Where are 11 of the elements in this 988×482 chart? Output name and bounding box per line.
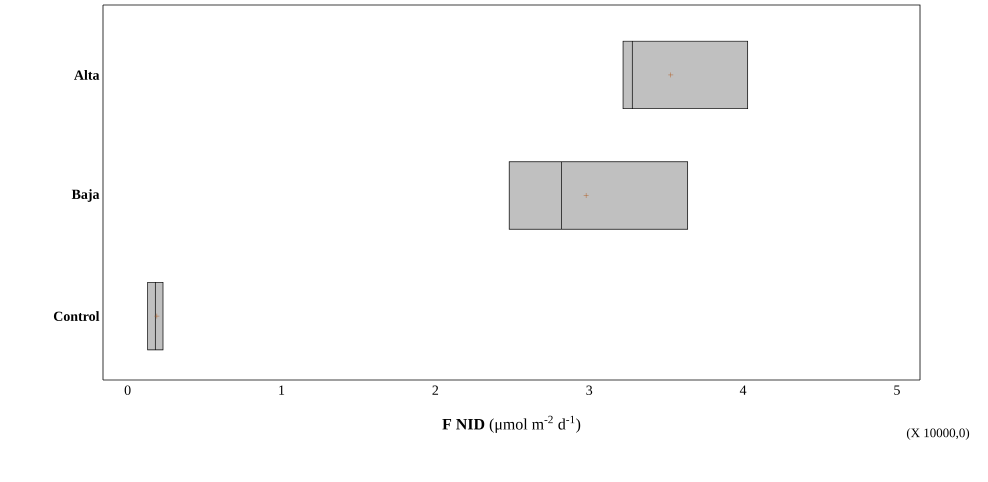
y-tick-label: Baja: [72, 189, 100, 202]
y-tick-label: Control: [54, 311, 100, 322]
x-tick-label: 0: [124, 386, 131, 395]
x-tick-label: 4: [740, 386, 746, 395]
text: (X 10000,0): [906, 428, 970, 440]
x-tick-label: 1: [279, 386, 284, 395]
x-tick-label: 2: [432, 386, 438, 395]
x-tick-label: 5: [894, 386, 900, 395]
x-axis-title: F NID (μmol m$^{-2}$ d$^{-1}$): [442, 416, 580, 433]
y-tick-label: Alta: [74, 70, 100, 80]
x-tick-label: 3: [586, 386, 592, 395]
